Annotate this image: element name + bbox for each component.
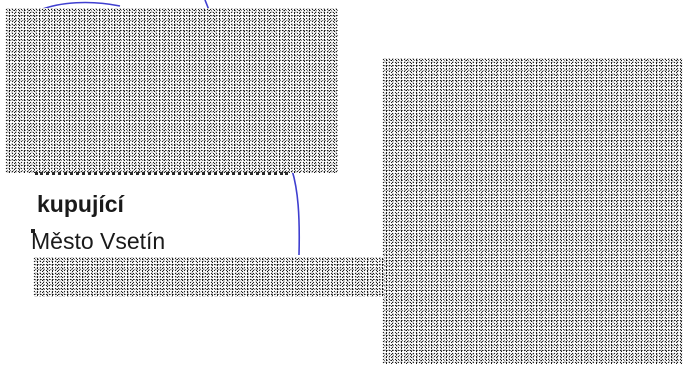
- signature-line: [35, 172, 288, 175]
- redacted-region-top: [5, 8, 338, 173]
- stamp-mark: [31, 229, 35, 233]
- buyer-name: Město Vsetín: [31, 228, 166, 254]
- redacted-region-strip: [33, 257, 384, 297]
- redacted-region-right: [382, 58, 683, 364]
- buyer-label: kupující: [37, 191, 124, 217]
